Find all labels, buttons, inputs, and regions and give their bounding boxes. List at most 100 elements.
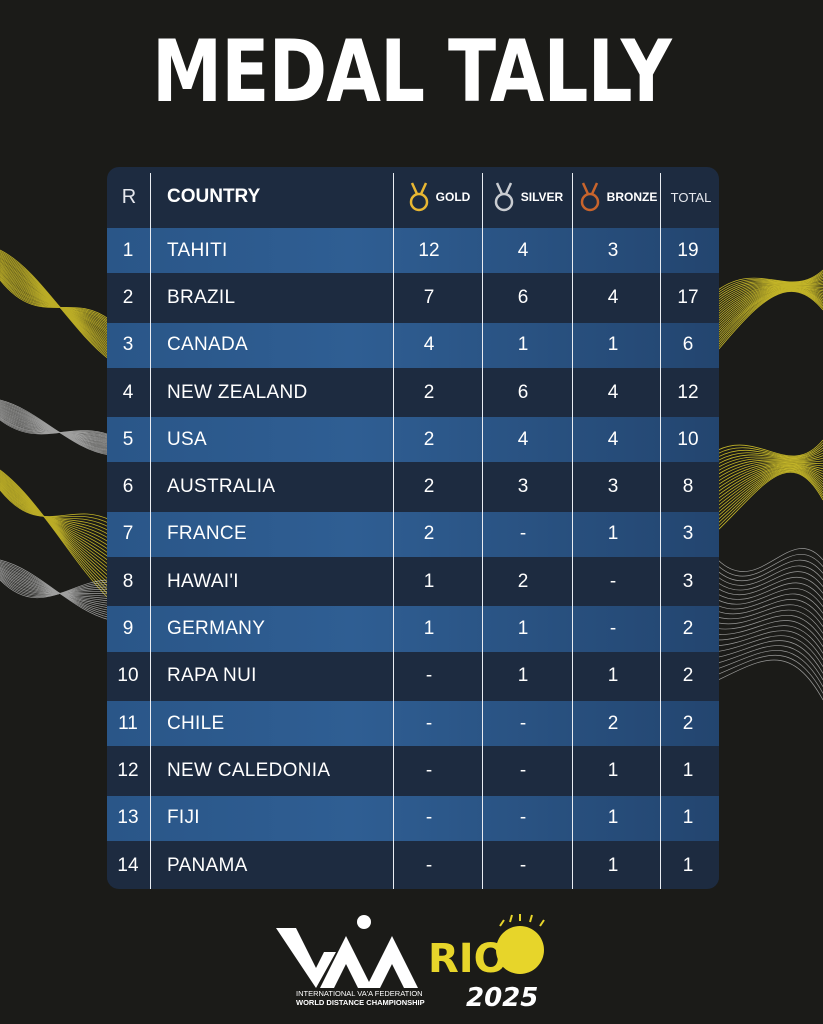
silver-count: 1: [517, 618, 529, 640]
total-count: 1: [682, 807, 694, 829]
bronze-count: 1: [607, 523, 619, 545]
bronze-count: 4: [607, 428, 619, 450]
table-row: 10 RAPA NUI - 1 1 2: [107, 653, 719, 699]
gold-count: 7: [423, 286, 435, 308]
sun-icon: [496, 914, 545, 974]
column-divider: [482, 173, 483, 889]
table-row: 11 CHILE - - 2 2: [107, 701, 719, 747]
silver-count: 1: [517, 665, 529, 687]
silver-count: -: [519, 854, 527, 876]
total-count: 2: [682, 712, 694, 734]
bronze-header: BRONZE: [573, 167, 663, 227]
rank-cell: 10: [117, 665, 139, 687]
total-count: 1: [682, 854, 694, 876]
gold-count: -: [425, 665, 433, 687]
table-row: 14 PANAMA - - 1 1: [107, 842, 719, 889]
gold-count: 2: [423, 428, 435, 450]
table-row: 1 TAHITI 12 4 3 19: [107, 228, 719, 274]
silver-count: 4: [517, 428, 529, 450]
column-divider: [393, 173, 394, 889]
rank-cell: 7: [122, 523, 134, 545]
column-divider: [660, 173, 661, 889]
country-cell: PANAMA: [167, 854, 248, 876]
total-count: 1: [682, 759, 694, 781]
table-header: R COUNTRY GOLD SILVER BRONZE TOTAL: [107, 167, 719, 227]
total-header: TOTAL: [670, 189, 712, 205]
logo-line1: INTERNATIONAL VA'A FEDERATION: [296, 989, 423, 998]
gold-count: -: [425, 807, 433, 829]
country-cell: BRAZIL: [167, 286, 236, 308]
table-row: 4 NEW ZEALAND 2 6 4 12: [107, 369, 719, 416]
column-divider: [572, 173, 573, 889]
gold-count: 12: [418, 239, 440, 261]
table-row: 7 FRANCE 2 - 1 3: [107, 511, 719, 558]
gold-header: GOLD: [395, 167, 483, 227]
bronze-count: 1: [607, 665, 619, 687]
country-cell: TAHITI: [167, 239, 228, 261]
table-row: 13 FIJI - - 1 1: [107, 795, 719, 841]
rank-cell: 14: [117, 854, 139, 876]
silver-count: 4: [517, 239, 529, 261]
total-count: 10: [677, 428, 699, 450]
country-cell: CHILE: [167, 712, 225, 734]
table-row: 2 BRAZIL 7 6 4 17: [107, 275, 719, 321]
rank-cell: 6: [122, 476, 134, 498]
bronze-count: 1: [607, 759, 619, 781]
rank-cell: 4: [122, 381, 134, 403]
country-cell: FIJI: [167, 807, 200, 829]
bronze-count: -: [609, 618, 617, 640]
rank-header: R: [121, 185, 137, 208]
rank-cell: 13: [117, 807, 139, 829]
vaario-logo: RIO INTERNATIONAL VA'A FEDERATION WORLD …: [276, 914, 545, 1010]
gold-medal-icon: [409, 182, 428, 212]
bronze-count: 1: [607, 854, 619, 876]
logo-line2: WORLD DISTANCE CHAMPIONSHIP: [296, 998, 425, 1007]
total-count: 3: [682, 570, 694, 592]
gold-count: -: [425, 854, 433, 876]
rank-cell: 2: [122, 286, 134, 308]
column-divider: [150, 173, 151, 889]
silver-count: -: [519, 807, 527, 829]
bronze-count: 4: [607, 286, 619, 308]
total-count: 8: [682, 476, 694, 498]
country-cell: AUSTRALIA: [167, 476, 276, 498]
rank-cell: 11: [118, 712, 138, 734]
total-count: 12: [677, 381, 699, 403]
gold-count: -: [425, 759, 433, 781]
page-title: MEDAL TALLY: [151, 22, 672, 122]
country-cell: GERMANY: [167, 618, 266, 640]
silver-medal-icon: [494, 182, 514, 212]
bronze-count: 3: [607, 239, 619, 261]
gold-count: 1: [423, 618, 435, 640]
gold-count: 1: [423, 570, 435, 592]
bronze-count: 1: [607, 334, 619, 356]
country-cell: RAPA NUI: [167, 665, 257, 687]
logo-year: 2025: [466, 983, 538, 1010]
rank-cell: 5: [122, 428, 134, 450]
gold-count: -: [425, 712, 433, 734]
bronze-medal-icon: [580, 182, 599, 212]
gold-label: GOLD: [435, 190, 471, 204]
bronze-count: 2: [607, 712, 619, 734]
medal-table: R COUNTRY GOLD SILVER BRONZE TOTAL 1 TAHI…: [107, 167, 719, 889]
gold-count: 2: [423, 523, 435, 545]
country-cell: FRANCE: [167, 523, 247, 545]
country-cell: NEW CALEDONIA: [167, 759, 331, 781]
rank-cell: 9: [122, 618, 134, 640]
total-count: 2: [682, 618, 694, 640]
silver-count: 6: [517, 286, 529, 308]
bronze-count: 1: [607, 807, 619, 829]
total-count: 3: [682, 523, 694, 545]
table-row: 9 GERMANY 1 1 - 2: [107, 606, 719, 652]
gold-count: 2: [423, 476, 435, 498]
rank-cell: 3: [122, 334, 134, 356]
silver-count: 1: [517, 334, 529, 356]
bronze-count: -: [609, 570, 617, 592]
total-count: 19: [677, 239, 699, 261]
silver-count: -: [519, 523, 527, 545]
total-count: 6: [682, 334, 694, 356]
table-row: 8 HAWAI'I 1 2 - 3: [107, 559, 719, 605]
total-count: 2: [682, 665, 694, 687]
table-row: 5 USA 2 4 4 10: [107, 417, 719, 463]
